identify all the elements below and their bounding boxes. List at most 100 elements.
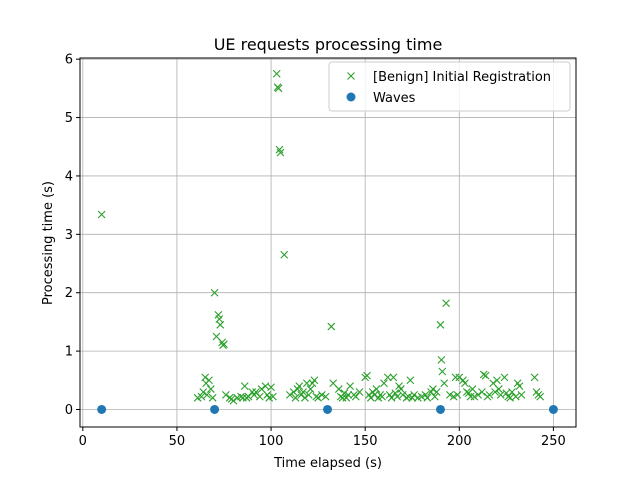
x-axis-label: Time elapsed (s) — [273, 456, 382, 471]
registration-point — [536, 392, 545, 401]
registration-point — [477, 388, 486, 396]
legend-marker-waves — [346, 92, 356, 102]
registration-point — [370, 390, 379, 399]
registration-point — [393, 392, 402, 401]
registration-point — [366, 393, 375, 402]
registration-point — [240, 382, 249, 391]
wave-point — [97, 404, 107, 414]
registration-point — [199, 388, 208, 396]
registration-point — [451, 373, 460, 382]
registration-point — [406, 376, 415, 385]
x-tick-label: 100 — [259, 434, 284, 449]
y-tick-label: 5 — [65, 111, 73, 126]
registration-point — [449, 392, 458, 401]
registration-point — [378, 392, 387, 401]
wave-point — [323, 404, 333, 414]
chart-title: UE requests processing time — [214, 35, 443, 54]
registration-point — [496, 390, 505, 399]
registration-point — [280, 250, 289, 259]
registration-point — [344, 390, 353, 399]
registration-point — [205, 376, 213, 385]
legend-dot-marker — [346, 92, 356, 102]
legend-x-marker — [347, 72, 355, 80]
registration-point — [346, 382, 355, 391]
y-tick-label: 4 — [65, 169, 73, 184]
legend: [Benign] Initial Registration Waves — [328, 61, 571, 112]
x-tick-label: 250 — [541, 434, 566, 449]
registration-point — [295, 382, 304, 391]
y-axis-label: Processing time (s) — [41, 181, 56, 305]
registration-point — [438, 367, 447, 376]
y-tick-label: 3 — [65, 228, 73, 243]
registration-point — [269, 392, 277, 401]
registration-point — [229, 396, 238, 405]
registration-point — [301, 393, 309, 402]
wave-point — [548, 404, 558, 414]
registration-point — [275, 145, 284, 154]
registration-point — [410, 390, 419, 399]
registration-point — [299, 388, 307, 396]
legend-label-registration: [Benign] Initial Registration — [373, 70, 551, 85]
registration-point — [363, 371, 371, 380]
registration-point — [398, 390, 407, 399]
registration-point — [355, 388, 364, 396]
registration-point — [274, 84, 283, 93]
registration-point — [491, 388, 499, 396]
legend-marker-registration — [347, 72, 355, 80]
y-tick-label: 1 — [65, 345, 73, 360]
registration-point — [380, 379, 388, 388]
registration-point — [423, 393, 432, 402]
registration-point — [252, 388, 260, 396]
registration-point — [208, 393, 217, 402]
registration-point — [317, 390, 326, 399]
registration-point — [285, 390, 294, 399]
registration-point — [210, 288, 219, 297]
registration-point — [437, 355, 446, 364]
registration-point — [216, 320, 225, 329]
registration-point — [304, 390, 313, 399]
registration-point — [334, 385, 343, 393]
registration-point — [530, 373, 539, 382]
registration-point — [314, 393, 323, 402]
registration-point — [197, 392, 206, 401]
registration-point — [372, 385, 381, 393]
x-tick-label: 200 — [447, 434, 472, 449]
y-axis-ticks: 0 1 2 3 4 5 6 — [65, 53, 80, 418]
registration-point — [481, 371, 490, 380]
registration-point — [310, 376, 319, 385]
x-axis-ticks: 0 50 100 150 200 250 — [79, 427, 566, 449]
x-tick-label: 0 — [79, 434, 87, 449]
registration-point — [276, 148, 285, 157]
plot-frame — [79, 57, 577, 428]
x-tick-label: 150 — [353, 434, 378, 449]
registration-point — [485, 390, 494, 399]
registration-point — [321, 392, 330, 401]
grid-lines — [80, 58, 576, 427]
registration-point — [351, 392, 360, 401]
registration-point — [267, 383, 275, 392]
registration-point — [440, 379, 449, 388]
x-tick-label: 50 — [169, 434, 186, 449]
registration-point — [203, 390, 211, 399]
registration-point — [442, 299, 451, 308]
registration-point — [338, 393, 347, 402]
registration-point — [255, 392, 264, 401]
registration-point — [474, 390, 483, 399]
y-tick-label: 2 — [65, 286, 73, 301]
registration-point — [494, 385, 503, 393]
registration-point — [220, 340, 228, 348]
registration-point — [436, 320, 445, 329]
registration-point — [389, 373, 398, 382]
registration-point — [306, 385, 315, 393]
registration-point — [430, 392, 439, 401]
registration-point — [445, 390, 454, 399]
registration-point — [432, 388, 441, 396]
registration-point — [515, 382, 524, 391]
registration-point — [327, 322, 336, 331]
registration-point — [97, 210, 106, 219]
y-tick-label: 6 — [65, 53, 73, 68]
registration-point — [383, 373, 392, 382]
legend-label-waves: Waves — [373, 91, 416, 106]
wave-point — [435, 404, 445, 414]
